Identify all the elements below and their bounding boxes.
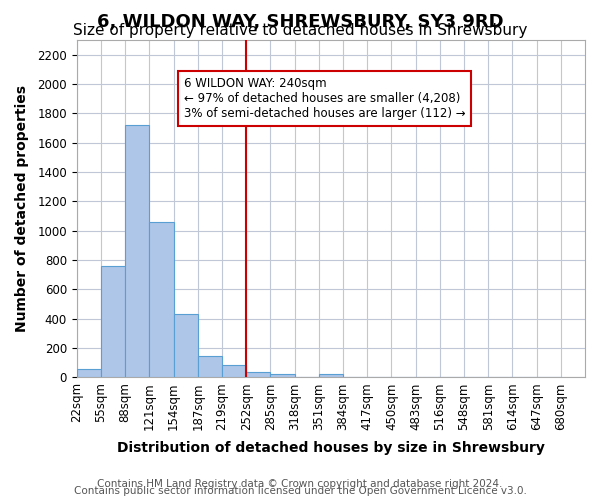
Text: 6 WILDON WAY: 240sqm
← 97% of detached houses are smaller (4,208)
3% of semi-det: 6 WILDON WAY: 240sqm ← 97% of detached h… bbox=[184, 77, 465, 120]
Bar bbox=[198, 356, 222, 378]
X-axis label: Distribution of detached houses by size in Shrewsbury: Distribution of detached houses by size … bbox=[117, 441, 545, 455]
Text: Contains HM Land Registry data © Crown copyright and database right 2024.: Contains HM Land Registry data © Crown c… bbox=[97, 479, 503, 489]
Bar bbox=[101, 266, 125, 378]
Bar bbox=[77, 368, 101, 378]
Bar bbox=[125, 125, 149, 378]
Y-axis label: Number of detached properties: Number of detached properties bbox=[15, 85, 29, 332]
Bar bbox=[271, 374, 295, 378]
Text: Contains public sector information licensed under the Open Government Licence v3: Contains public sector information licen… bbox=[74, 486, 526, 496]
Text: 6, WILDON WAY, SHREWSBURY, SY3 9RD: 6, WILDON WAY, SHREWSBURY, SY3 9RD bbox=[97, 12, 503, 30]
Text: Size of property relative to detached houses in Shrewsbury: Size of property relative to detached ho… bbox=[73, 22, 527, 38]
Bar bbox=[173, 314, 198, 378]
Bar bbox=[149, 222, 173, 378]
Bar bbox=[246, 372, 271, 378]
Bar bbox=[319, 374, 343, 378]
Bar bbox=[222, 365, 246, 378]
